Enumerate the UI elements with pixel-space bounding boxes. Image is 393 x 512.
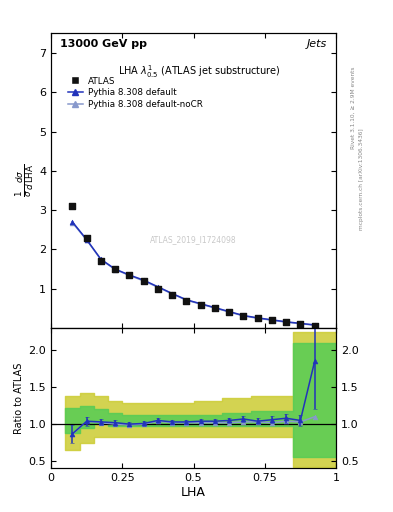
Point — [155, 285, 161, 293]
Point — [226, 308, 232, 316]
Y-axis label: Ratio to ATLAS: Ratio to ATLAS — [14, 362, 24, 434]
Point — [141, 277, 147, 285]
Point — [183, 296, 189, 305]
Point — [198, 301, 204, 309]
Text: mcplots.cern.ch [arXiv:1306.3436]: mcplots.cern.ch [arXiv:1306.3436] — [359, 129, 364, 230]
Point — [312, 322, 318, 330]
Text: 13000 GeV pp: 13000 GeV pp — [60, 39, 147, 49]
Point — [112, 265, 118, 273]
Point — [212, 304, 218, 312]
Text: LHA $\lambda^1_{0.5}$ (ATLAS jet substructure): LHA $\lambda^1_{0.5}$ (ATLAS jet substru… — [118, 63, 281, 79]
Point — [269, 316, 275, 324]
Point — [169, 291, 175, 299]
X-axis label: LHA: LHA — [181, 486, 206, 499]
Point — [297, 320, 303, 328]
Legend: ATLAS, Pythia 8.308 default, Pythia 8.308 default-noCR: ATLAS, Pythia 8.308 default, Pythia 8.30… — [64, 73, 206, 112]
Point — [69, 202, 75, 210]
Point — [98, 257, 104, 265]
Text: Rivet 3.1.10, ≥ 2.9M events: Rivet 3.1.10, ≥ 2.9M events — [351, 66, 356, 149]
Point — [240, 312, 246, 321]
Point — [84, 233, 90, 242]
Text: Jets: Jets — [307, 39, 327, 49]
Point — [255, 314, 261, 323]
Point — [283, 318, 289, 326]
Y-axis label: $\frac{1}{\sigma}\frac{d\sigma}{d\,\mathrm{LHA}}$: $\frac{1}{\sigma}\frac{d\sigma}{d\,\math… — [15, 164, 36, 198]
Text: ATLAS_2019_I1724098: ATLAS_2019_I1724098 — [150, 235, 237, 244]
Point — [126, 271, 132, 279]
